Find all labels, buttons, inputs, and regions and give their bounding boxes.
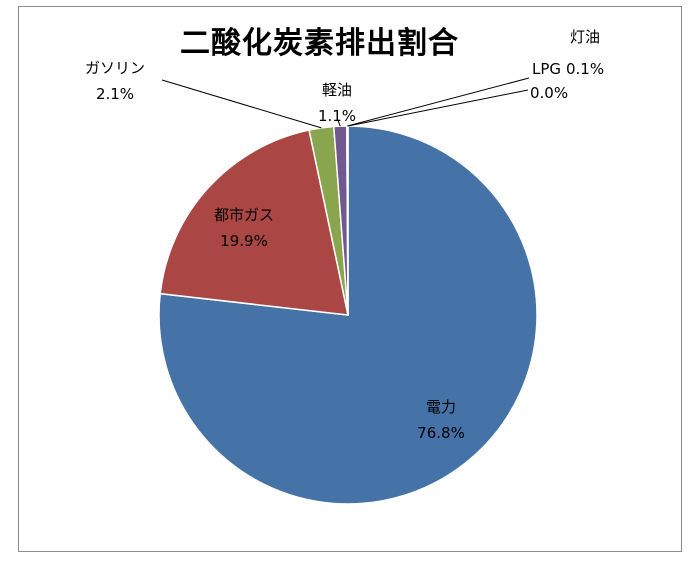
slice-value-label-3: 1.1% [318, 107, 356, 125]
slice-name-label-3: 軽油 [322, 81, 352, 99]
slice-name-label-5: LPG [532, 60, 561, 78]
slice-value-label-2: 2.1% [96, 85, 134, 103]
leader-lines [161, 77, 530, 129]
leader-line-2 [161, 79, 322, 129]
slice-name-label-0: 電力 [426, 398, 456, 416]
chart-title: 二酸化炭素排出割合 [180, 26, 459, 61]
slice-value-label-0: 76.8% [417, 424, 465, 442]
slice-name-label-2: ガソリン [85, 59, 145, 77]
slice-name-label-4: 灯油 [570, 28, 600, 46]
leader-line-5 [347, 89, 529, 127]
slice-value-label-5: 0.0% [530, 84, 568, 102]
slice-labels: 電力 76.8% 都市ガス 19.9% ガソリン 2.1% 軽油 1.1% 灯油 LPG 0.1% 0… [85, 28, 604, 442]
pie-slice-1 [159, 129, 349, 316]
slice-value-label-1: 19.9% [220, 232, 268, 250]
leader-line-4 [347, 77, 530, 127]
pie-slices [158, 125, 538, 505]
slice-name-label-1: 都市ガス [214, 206, 274, 224]
leader-line-3 [336, 117, 341, 127]
slice-value-label-4: 0.1% [566, 60, 604, 78]
